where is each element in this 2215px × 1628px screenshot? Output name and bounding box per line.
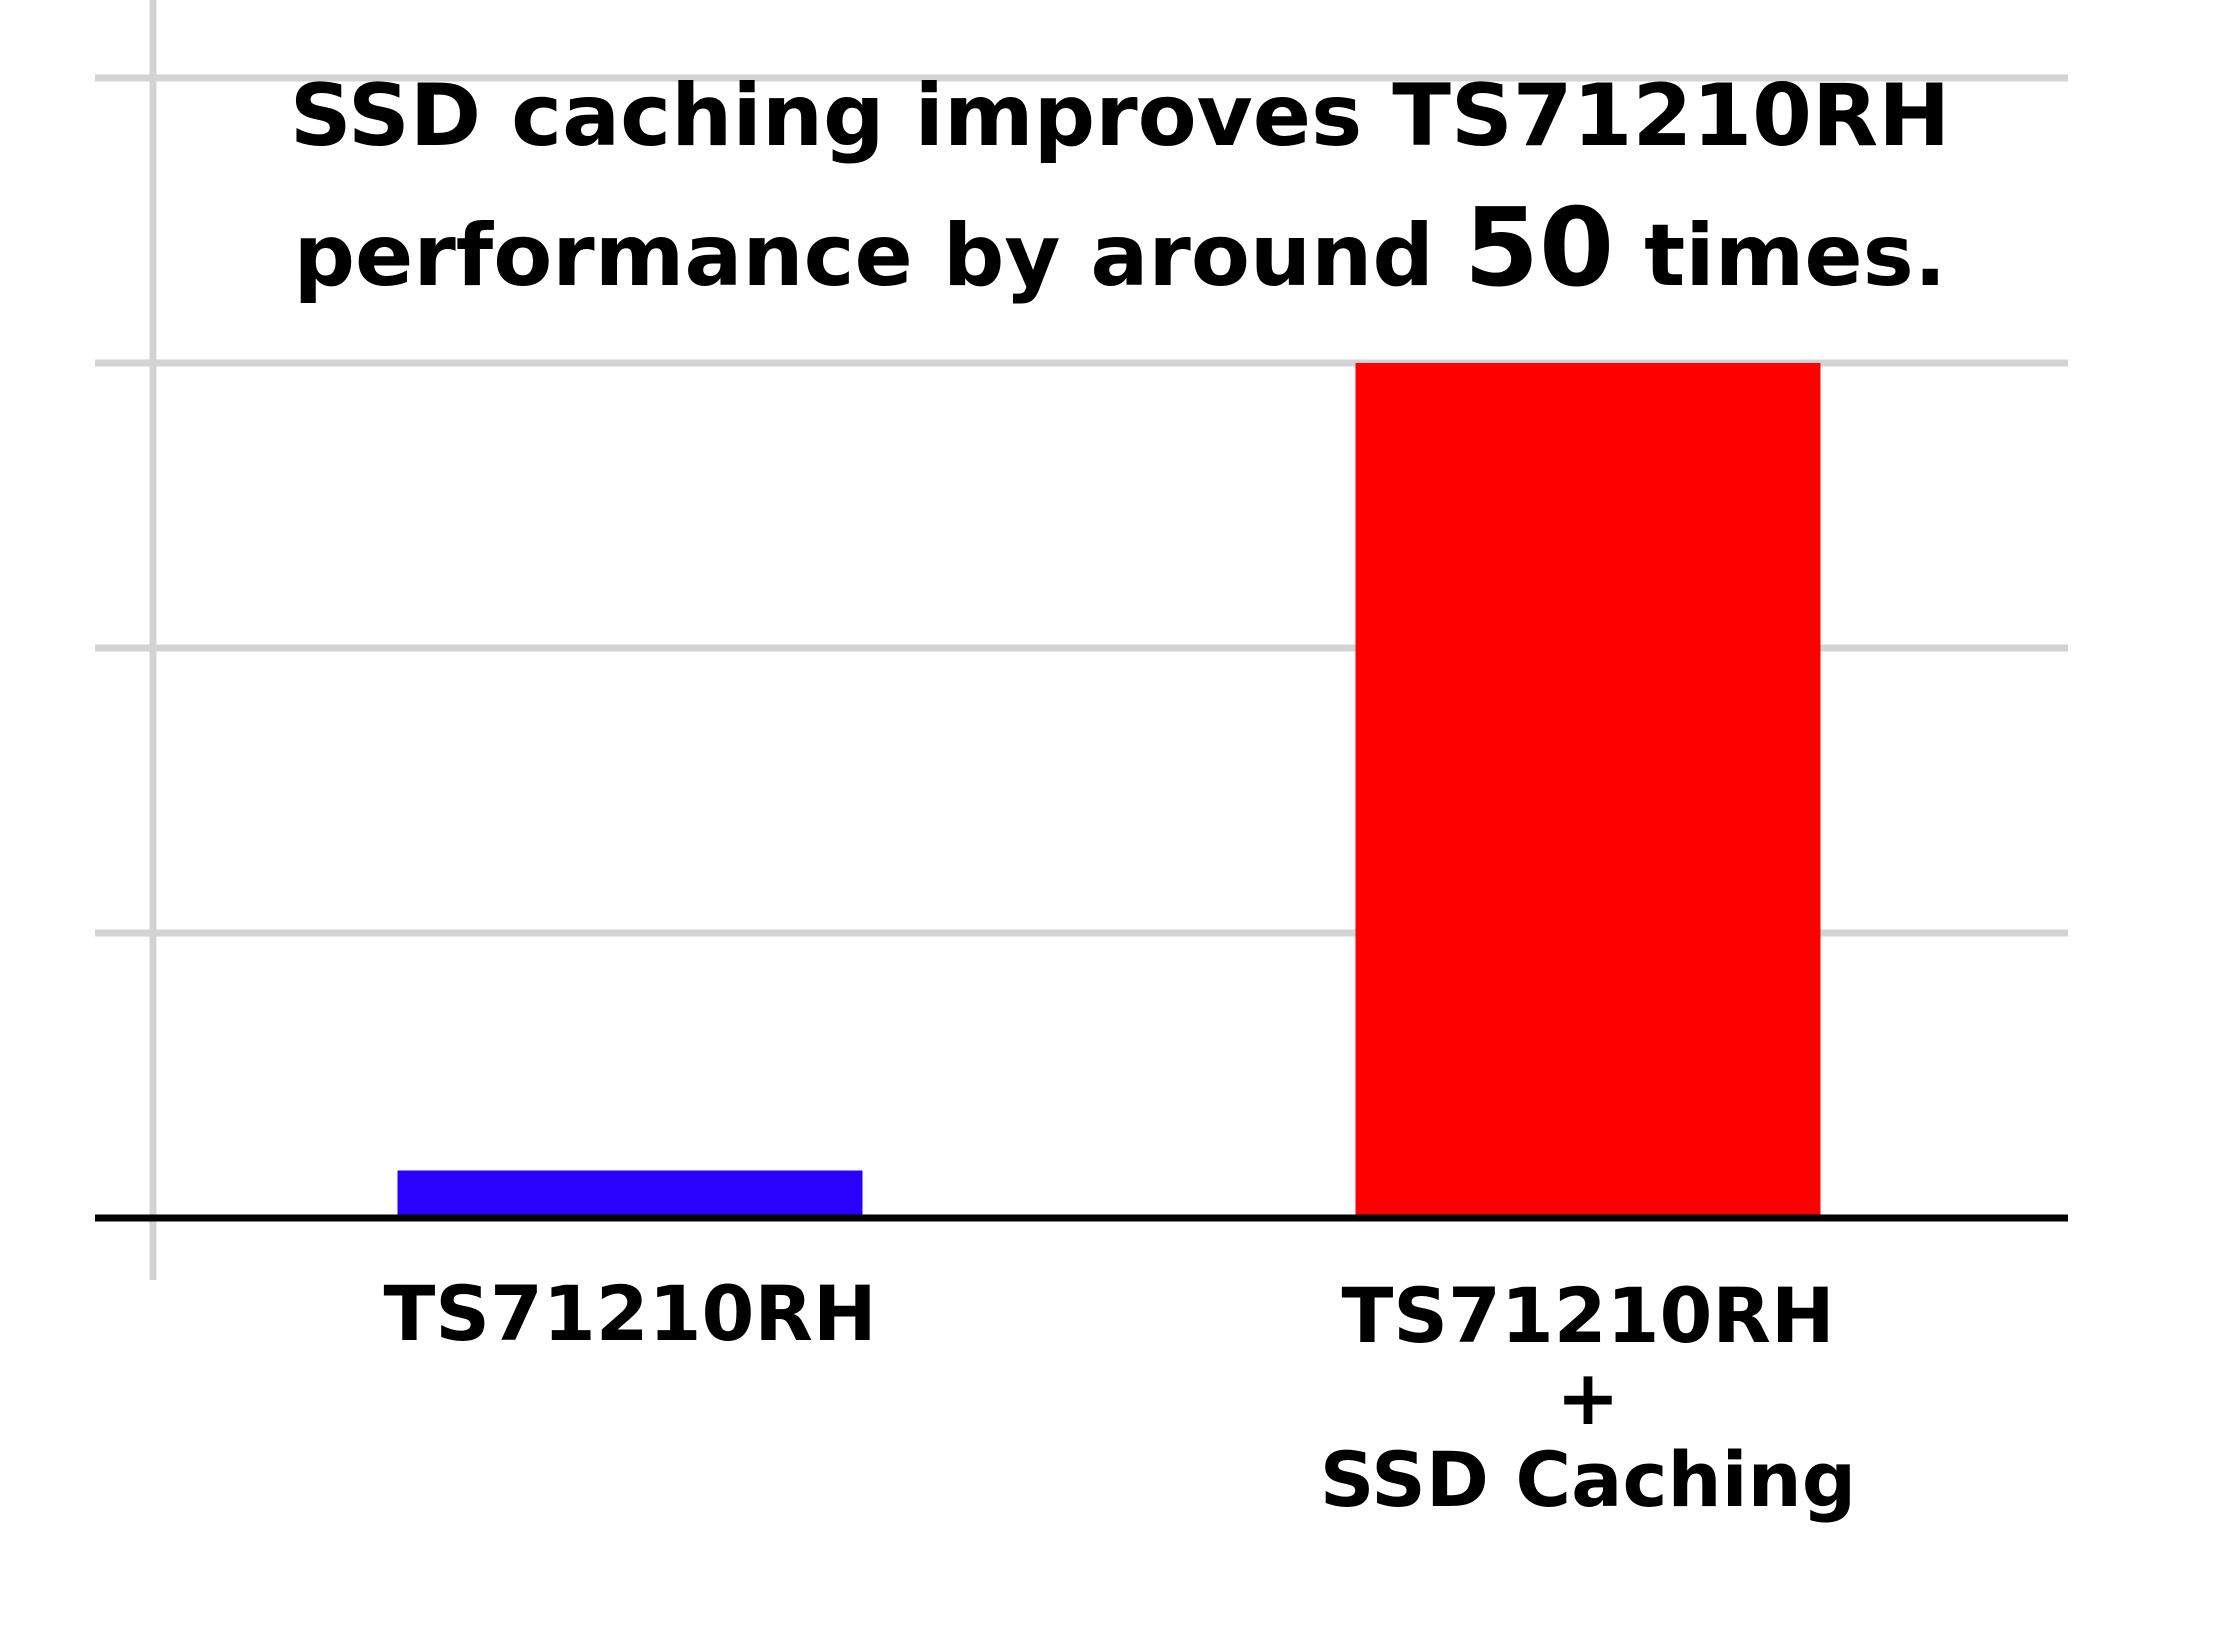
title-line2-pre: performance by around <box>294 206 1464 306</box>
bar-2 <box>1355 363 1821 1218</box>
title-line2-post: times. <box>1614 206 1946 306</box>
title-line2-number: 50 <box>1464 186 1614 311</box>
bars <box>397 363 1821 1218</box>
category-label-1-line-1: TS71210RH <box>383 1269 876 1358</box>
category-label-2-line-1: TS71210RH <box>1341 1271 1834 1360</box>
bar-1 <box>397 1170 863 1218</box>
chart-title-line2: performance by around 50 times. <box>294 186 1947 311</box>
category-labels: TS71210RH TS71210RH+SSD Caching <box>383 1269 1856 1524</box>
category-label-2-line-2: + <box>1556 1353 1620 1442</box>
category-label-2-line-3: SSD Caching <box>1320 1435 1856 1524</box>
chart-title-line1: SSD caching improves TS71210RH <box>290 66 1950 166</box>
